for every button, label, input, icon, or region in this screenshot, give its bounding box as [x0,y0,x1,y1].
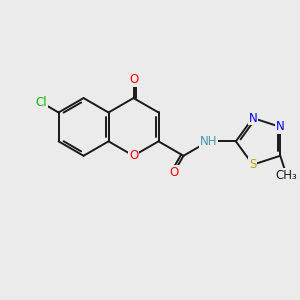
Text: CH₃: CH₃ [275,169,297,182]
Text: N: N [248,112,257,124]
Text: O: O [129,149,138,162]
Text: O: O [129,73,138,86]
Text: N: N [276,120,285,134]
Text: S: S [249,158,256,171]
Text: Cl: Cl [35,96,47,109]
Text: NH: NH [200,135,217,148]
Text: O: O [169,166,179,178]
